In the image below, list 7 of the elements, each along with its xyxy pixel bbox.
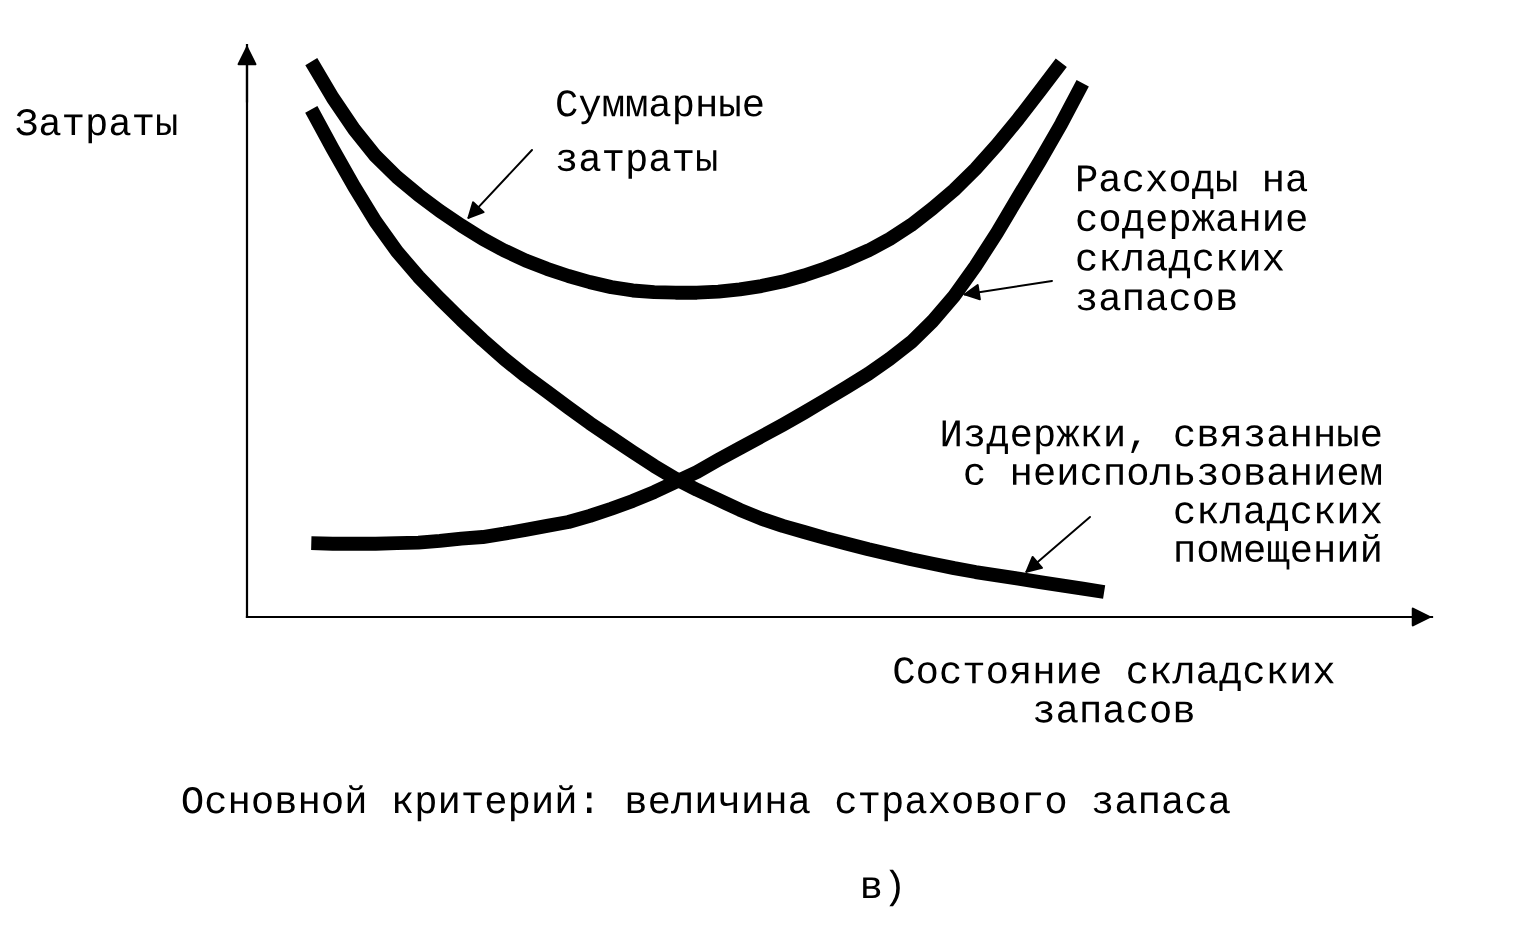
text: в) (863, 869, 900, 907)
series-label: Расходы на содержание складских запасов (1077, 165, 1308, 311)
series-label: Издержки, связанные с неиспользованием складских помещений (942, 420, 1382, 570)
text: Основной критерий: величина страхового запаса (182, 785, 1230, 822)
y-axis-title: Затраты (16, 109, 177, 144)
x-axis-title: Состояние складских запасов (894, 657, 1334, 723)
text: Суммарные затраты (557, 90, 763, 179)
